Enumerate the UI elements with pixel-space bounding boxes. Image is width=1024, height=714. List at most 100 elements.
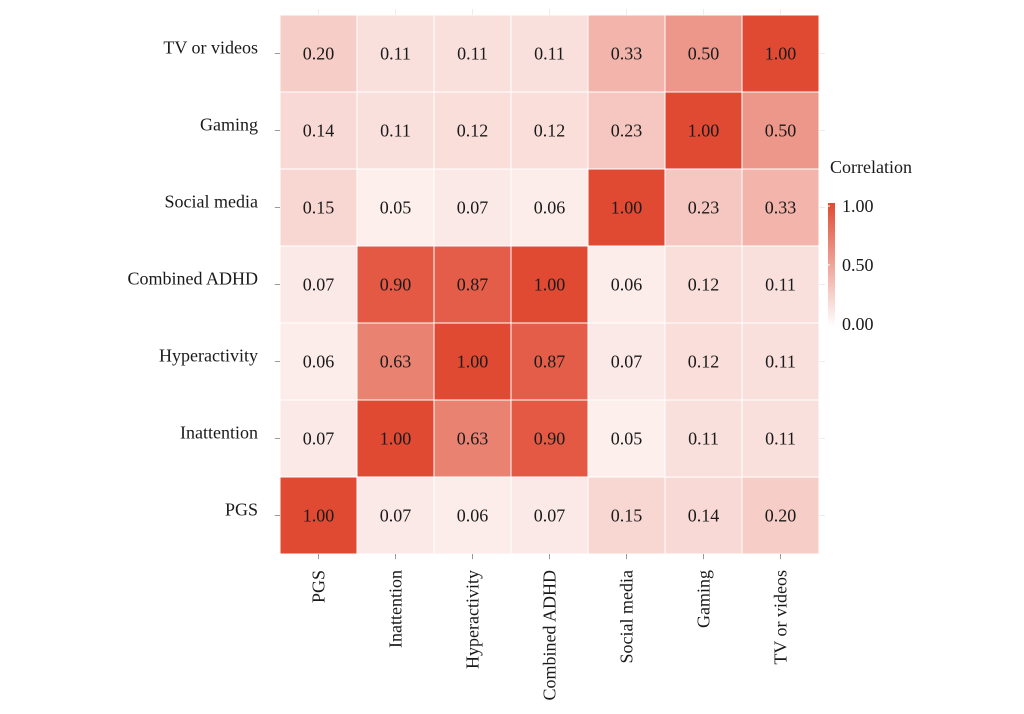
cell-value-label: 0.11 — [765, 352, 796, 372]
y-tick-label: Hyperactivity — [159, 346, 258, 366]
heatmap-cell — [279, 245, 358, 324]
cell-value-label: 0.87 — [457, 275, 489, 295]
heatmap-cell — [510, 168, 589, 247]
color-legend: Correlation 1.00 0.50 0.00 — [828, 157, 912, 334]
cell-value-label: 0.90 — [380, 275, 412, 295]
cell-value-label: 0.07 — [380, 506, 412, 526]
y-tick-label: TV or videos — [163, 38, 258, 58]
heatmap-cell — [664, 245, 743, 324]
cell-value-label: 0.20 — [303, 44, 335, 64]
cell-value-label: 0.14 — [303, 121, 335, 141]
legend-title: Correlation — [830, 157, 912, 177]
heatmap-cell — [356, 399, 435, 478]
cell-value-label: 0.50 — [688, 44, 720, 64]
heatmap-cell — [510, 322, 589, 401]
x-tick-label: TV or videos — [771, 570, 791, 665]
cell-value-label: 1.00 — [688, 121, 720, 141]
heatmap-cell — [587, 14, 666, 93]
cell-value-label: 0.06 — [303, 352, 335, 372]
y-tick-label: Gaming — [200, 115, 258, 135]
heatmap-cell — [664, 91, 743, 170]
cell-value-label: 0.12 — [534, 121, 566, 141]
heatmap-cell — [433, 476, 512, 555]
cell-value-label: 0.11 — [534, 44, 565, 64]
legend-tick-label: 0.00 — [842, 314, 874, 334]
heatmap-cell — [433, 91, 512, 170]
cell-value-label: 0.07 — [534, 506, 566, 526]
x-tick-label: Combined ADHD — [540, 570, 560, 701]
legend-color-bar — [828, 203, 835, 327]
cell-value-label: 0.23 — [688, 198, 720, 218]
cell-value-label: 0.33 — [611, 44, 643, 64]
heatmap-cell — [664, 476, 743, 555]
cell-value-label: 1.00 — [611, 198, 643, 218]
heatmap-cell — [510, 91, 589, 170]
x-tick-label: Inattention — [386, 570, 406, 648]
cell-value-label: 0.05 — [380, 198, 412, 218]
heatmap-cell — [356, 245, 435, 324]
cell-value-label: 1.00 — [380, 429, 412, 449]
heatmap-cell — [279, 91, 358, 170]
legend-tick-label: 0.50 — [842, 255, 874, 275]
heatmap-cell — [664, 168, 743, 247]
cell-value-label: 0.11 — [765, 429, 796, 449]
heatmap-cell — [356, 322, 435, 401]
legend-ticks: 1.00 0.50 0.00 — [828, 196, 874, 334]
y-axis: PGS Inattention Hyperactivity Combined ADHD… — [128, 38, 280, 520]
heatmap-cell — [741, 399, 820, 478]
heatmap-cell — [510, 14, 589, 93]
cell-value-label: 0.11 — [380, 121, 411, 141]
cell-value-label: 1.00 — [457, 352, 489, 372]
heatmap-cell — [741, 14, 820, 93]
x-tick-label: Gaming — [694, 570, 714, 628]
cell-value-label: 0.11 — [765, 275, 796, 295]
cell-value-label: 0.20 — [765, 506, 797, 526]
cell-value-label: 0.12 — [688, 275, 720, 295]
cell-value-label: 0.15 — [611, 506, 643, 526]
heatmap-cell — [741, 168, 820, 247]
heatmap-cell-labels: 1.00 0.07 0.06 0.07 0.15 0.14 0.20 0.07 1.00 0.63… — [303, 44, 797, 526]
heatmap-cell — [587, 322, 666, 401]
cell-value-label: 1.00 — [303, 506, 335, 526]
heatmap-cell — [433, 399, 512, 478]
cell-value-label: 0.06 — [534, 198, 566, 218]
heatmap-cell — [510, 245, 589, 324]
cell-value-label: 0.07 — [457, 198, 489, 218]
heatmap-cell — [279, 14, 358, 93]
cell-value-label: 0.12 — [688, 352, 720, 372]
cell-value-label: 0.11 — [457, 44, 488, 64]
heatmap-cell — [433, 245, 512, 324]
x-tick-label: PGS — [309, 570, 329, 603]
cell-value-label: 0.33 — [765, 198, 797, 218]
cell-value-label: 0.12 — [457, 121, 489, 141]
cell-value-label: 0.06 — [457, 506, 489, 526]
cell-value-label: 0.87 — [534, 352, 566, 372]
cell-value-label: 0.06 — [611, 275, 643, 295]
cell-value-label: 0.11 — [688, 429, 719, 449]
cell-value-label: 0.07 — [303, 275, 335, 295]
cell-value-label: 0.15 — [303, 198, 335, 218]
cell-value-label: 0.05 — [611, 429, 643, 449]
y-tick-label: Inattention — [180, 423, 258, 443]
heatmap-cell — [356, 91, 435, 170]
y-tick-label: PGS — [225, 500, 258, 520]
cell-value-label: 1.00 — [534, 275, 566, 295]
x-tick-label: Hyperactivity — [463, 570, 483, 669]
heatmap-cell — [664, 14, 743, 93]
y-tick-label: Combined ADHD — [128, 269, 259, 289]
heatmap-cell — [433, 322, 512, 401]
cell-value-label: 0.63 — [380, 352, 412, 372]
cell-value-label: 0.63 — [457, 429, 489, 449]
x-axis: PGS Inattention Hyperactivity Combined ADHD… — [309, 554, 791, 701]
cell-value-label: 1.00 — [765, 44, 797, 64]
heatmap-cell — [433, 14, 512, 93]
cell-value-label: 0.14 — [688, 506, 720, 526]
heatmap-cell — [433, 168, 512, 247]
heatmap-cell — [356, 14, 435, 93]
cell-value-label: 0.07 — [303, 429, 335, 449]
heatmap-cell — [741, 91, 820, 170]
heatmap-cells — [279, 14, 820, 555]
x-tick-label: Social media — [617, 570, 637, 663]
heatmap-cell — [279, 322, 358, 401]
legend-tick-label: 1.00 — [842, 196, 874, 216]
